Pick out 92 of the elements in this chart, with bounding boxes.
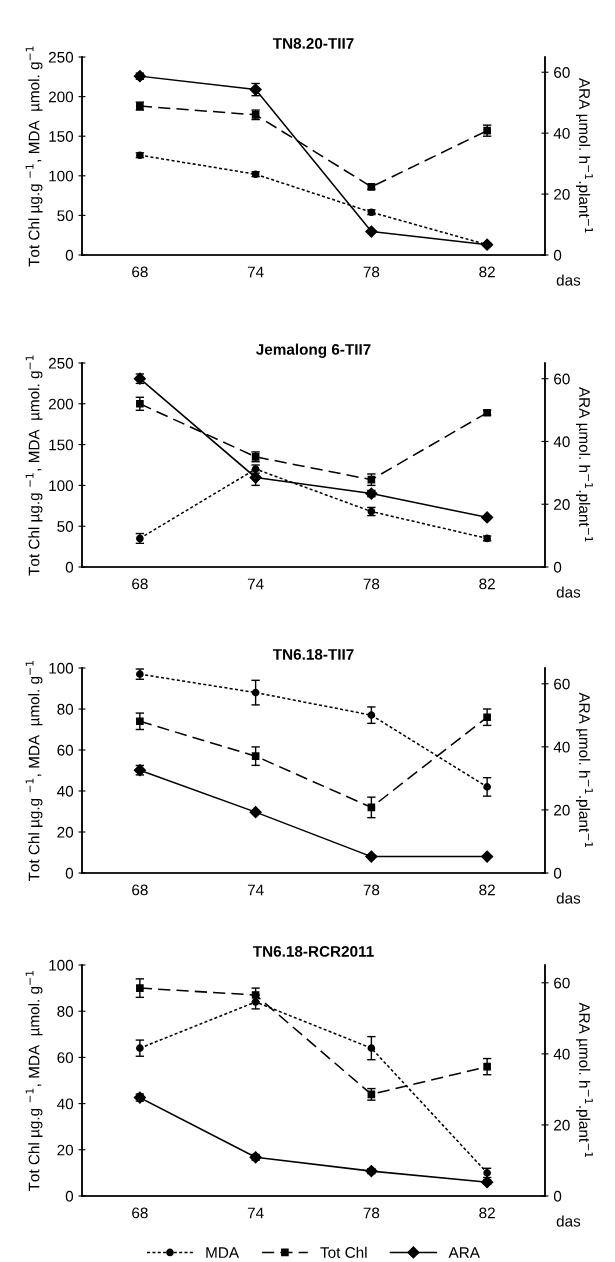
x-tick-label: 78 (363, 266, 380, 278)
y2-tick-label: 40 (553, 1048, 570, 1060)
y-tick-label: 100 (49, 480, 74, 492)
y2-axis-title: ARA µmol. h$^{−1}$.plant$^{−1}$ (576, 692, 593, 848)
point (136, 1044, 144, 1052)
y-tick-label: 20 (57, 1144, 74, 1156)
y-tick-label: 0 (65, 867, 74, 879)
y-tick-label: 50 (57, 521, 74, 532)
y2-tick-label: 20 (554, 804, 570, 816)
y-tick-label: 250 (48, 357, 74, 369)
y2-axis-title: ARA µmol. h$^{−1}$.plant$^{−1}$ (576, 1002, 593, 1158)
y-tick-label: 60 (57, 1052, 74, 1064)
y2-tick-label: 40 (553, 741, 570, 753)
point (365, 225, 378, 238)
x-tick-label: 82 (479, 884, 495, 896)
y-tick-label: 80 (57, 703, 74, 715)
y-axis-title: Tot Chl µg.g $^{−1}$, MDA µmol. g$^{−1}$ (25, 355, 43, 576)
y-axis-title: Tot Chl µg.g $^{−1}$, MDA µmol. g$^{−1}$ (25, 661, 43, 882)
point (483, 1062, 491, 1071)
y-axis-title: Tot Chl µg.g $^{−1}$, MDA µmol. g$^{−1}$ (25, 971, 43, 1192)
y2-tick-label: 0 (553, 561, 562, 573)
legend-label: ARA (448, 1247, 480, 1258)
point (365, 850, 378, 863)
x-axis-title: das (556, 274, 581, 286)
x-tick-label: 74 (247, 578, 264, 590)
y-tick-label: 0 (65, 561, 74, 573)
y2-tick-label: 0 (553, 1190, 562, 1202)
chart-title: TN6.18-RCR2011 (252, 946, 374, 957)
y2-tick-label: 20 (554, 188, 570, 200)
x-tick-label: 74 (247, 1207, 264, 1219)
y-tick-label: 20 (57, 826, 74, 838)
point (367, 711, 376, 719)
x-axis-title: das (556, 1215, 581, 1227)
y2-tick-label: 60 (554, 678, 570, 690)
point (249, 806, 262, 819)
y-tick-label: 40 (57, 785, 74, 797)
point (483, 713, 491, 722)
x-tick-label: 78 (363, 578, 380, 590)
y-tick-label: 0 (65, 1190, 74, 1202)
y2-tick-label: 40 (553, 436, 570, 448)
point (251, 688, 260, 697)
y-tick-label: 150 (49, 439, 74, 451)
x-tick-label: 68 (132, 1207, 148, 1219)
point (481, 511, 494, 524)
y-tick-label: 100 (49, 170, 74, 182)
y-tick-label: 50 (57, 210, 74, 222)
y2-tick-label: 0 (553, 867, 562, 879)
y-tick-label: 200 (48, 398, 74, 410)
x-tick-label: 68 (132, 884, 148, 896)
x-tick-label: 68 (132, 578, 148, 590)
y2-tick-label: 60 (554, 977, 570, 989)
y2-tick-label: 60 (554, 67, 570, 78)
point (251, 752, 260, 760)
chart-title: Jemalong 6-TII7 (256, 343, 371, 358)
point (481, 850, 494, 863)
y-axis-title: Tot Chl µg.g $^{−1}$, MDA µmol. g$^{−1}$ (25, 46, 43, 267)
point (136, 717, 144, 726)
y2-tick-label: 20 (554, 1119, 570, 1131)
y-tick-label: 80 (57, 1006, 74, 1017)
y2-tick-label: 60 (554, 373, 570, 385)
y2-tick-label: 40 (553, 128, 570, 139)
x-tick-label: 82 (479, 578, 495, 590)
y-tick-label: 150 (49, 131, 74, 142)
x-tick-label: 78 (363, 884, 380, 896)
x-tick-label: 74 (247, 266, 264, 278)
legend-label: Tot Chl (320, 1246, 367, 1258)
point (367, 1044, 376, 1052)
y2-tick-label: 20 (554, 499, 570, 510)
point (483, 783, 491, 791)
y-tick-label: 250 (48, 51, 74, 63)
x-tick-label: 82 (479, 1207, 495, 1219)
legend-label: MDA (206, 1247, 240, 1258)
y-tick-label: 100 (49, 662, 74, 674)
y-tick-label: 100 (49, 959, 74, 971)
point (481, 1176, 494, 1189)
x-tick-label: 78 (363, 1207, 380, 1219)
x-axis-title: das (556, 892, 581, 904)
y2-tick-label: 0 (553, 249, 562, 261)
x-tick-label: 82 (479, 266, 495, 278)
y-tick-label: 60 (57, 744, 74, 756)
y-tick-label: 0 (65, 249, 74, 261)
x-tick-label: 74 (247, 884, 264, 896)
point (136, 984, 144, 992)
y-tick-label: 200 (48, 91, 74, 103)
x-tick-label: 68 (132, 266, 148, 278)
y2-axis-title: ARA µmol. h$^{−1}$.plant$^{−1}$ (576, 77, 593, 233)
y-tick-label: 40 (57, 1098, 74, 1110)
point (136, 399, 144, 408)
chart-title: TN6.18-TII7 (272, 649, 354, 660)
y2-axis-title: ARA µmol. h$^{−1}$.plant$^{−1}$ (576, 386, 593, 542)
x-axis-title: das (556, 586, 581, 598)
chart-title: TN8.20-TII7 (272, 38, 354, 49)
